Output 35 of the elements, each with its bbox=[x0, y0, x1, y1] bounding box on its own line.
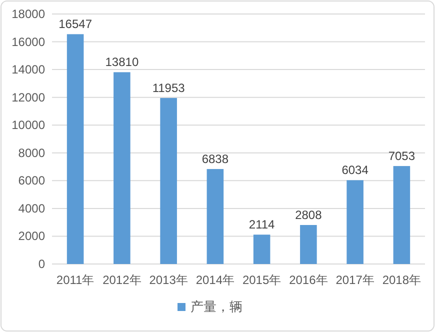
data-label: 6034 bbox=[342, 163, 369, 178]
data-label: 16547 bbox=[58, 17, 92, 32]
y-tick-label: 0 bbox=[38, 257, 46, 271]
bar bbox=[66, 34, 84, 264]
data-label: 13810 bbox=[105, 55, 139, 70]
y-tick-label: 12000 bbox=[12, 90, 46, 104]
x-tick-label: 2018年 bbox=[382, 273, 422, 287]
x-tick-label: 2015年 bbox=[242, 273, 282, 287]
bar bbox=[346, 180, 364, 264]
y-tick-label: 2000 bbox=[18, 229, 46, 244]
x-tick-label: 2011年 bbox=[56, 273, 94, 287]
data-label: 2114 bbox=[248, 218, 276, 232]
data-label: 2808 bbox=[295, 208, 322, 222]
y-tick-label: 10000 bbox=[12, 118, 46, 132]
y-tick-label: 4000 bbox=[18, 201, 46, 216]
data-label: 6838 bbox=[202, 152, 229, 166]
bar bbox=[114, 72, 130, 264]
y-tick-label: 16000 bbox=[12, 34, 46, 49]
bar bbox=[253, 234, 270, 264]
x-tick-label: 2013年 bbox=[149, 273, 188, 287]
bar bbox=[160, 98, 177, 264]
y-tick-label: 18000 bbox=[12, 7, 46, 21]
x-tick-label: 2017年 bbox=[336, 273, 374, 287]
y-tick-label: 14000 bbox=[12, 62, 46, 77]
bar bbox=[206, 169, 224, 264]
y-tick-label: 6000 bbox=[18, 174, 46, 188]
bar bbox=[393, 166, 410, 264]
bar bbox=[300, 225, 317, 264]
y-tick-label: 8000 bbox=[18, 146, 46, 160]
legend-label: 产量，辆 bbox=[190, 299, 242, 314]
x-tick-label: 2014年 bbox=[196, 273, 235, 287]
data-label: 11953 bbox=[152, 80, 186, 95]
x-tick-label: 2012年 bbox=[102, 273, 142, 287]
x-tick-label: 2016年 bbox=[289, 273, 328, 287]
data-label: 7053 bbox=[388, 149, 416, 164]
